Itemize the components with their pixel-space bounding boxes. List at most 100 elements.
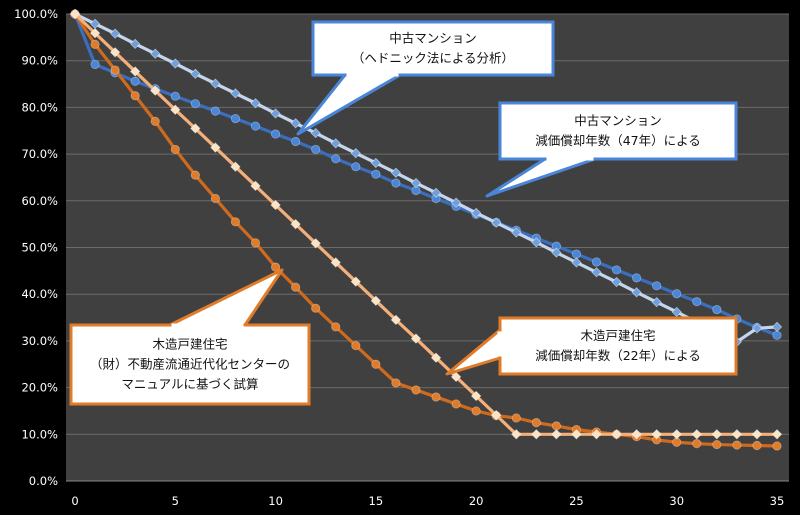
data-point-mansion_hedonic [291, 136, 301, 147]
data-point-mansion_hedonic [250, 121, 261, 131]
y-tick-label: 40.0% [21, 287, 58, 301]
data-point-wood_depreciation [89, 27, 101, 39]
y-tick-label: 20.0% [21, 381, 58, 395]
callout-text: 減価償却年数（47年）による [535, 133, 701, 148]
data-point-wood_depreciation [170, 104, 181, 115]
data-point-wood_depreciation [691, 429, 702, 440]
data-point-wood_depreciation [711, 429, 722, 440]
data-point-mansion_depreciation [470, 207, 482, 219]
data-point-wood_survey [170, 144, 180, 155]
data-point-mansion_depreciation [651, 296, 662, 308]
data-point-mansion_depreciation [551, 247, 562, 258]
data-point-mansion_hedonic [210, 106, 220, 116]
data-point-wood_survey [752, 440, 762, 451]
y-tick-label: 30.0% [21, 334, 58, 348]
data-point-wood_depreciation [571, 429, 582, 440]
data-point-mansion_depreciation [290, 118, 301, 129]
data-point-mansion_depreciation [370, 157, 382, 169]
data-point-wood_survey [391, 378, 401, 388]
x-tick-label: 30 [669, 494, 684, 508]
data-point-mansion_depreciation [491, 217, 502, 228]
data-point-mansion_depreciation [390, 167, 402, 178]
data-point-wood_depreciation [591, 429, 602, 440]
data-point-wood_survey [692, 439, 702, 449]
data-point-wood_survey [230, 217, 241, 227]
data-point-wood_depreciation [109, 47, 121, 58]
data-point-mansion_hedonic [391, 178, 401, 188]
y-tick-label: 90.0% [21, 54, 58, 68]
data-point-wood_survey [331, 322, 341, 332]
data-point-wood_depreciation [390, 314, 402, 326]
data-point-mansion_hedonic [90, 59, 100, 70]
data-point-wood_survey [451, 399, 461, 409]
y-tick-label: 50.0% [21, 241, 58, 255]
x-tick-label: 10 [268, 494, 283, 508]
data-point-wood_survey [311, 303, 321, 313]
data-point-wood_depreciation [531, 429, 542, 440]
callout-box-mansion_hedonic_note [311, 20, 555, 77]
x-tick-label: 15 [369, 494, 384, 508]
x-tick-label: 20 [469, 494, 484, 508]
callout-seam [346, 72, 399, 77]
callout-text: 木造戸建住宅 [580, 328, 655, 343]
data-point-mansion_hedonic [692, 297, 702, 307]
data-point-wood_survey [210, 193, 220, 204]
data-point-wood_survey [250, 238, 261, 248]
data-point-mansion_hedonic [672, 289, 682, 299]
data-point-wood_survey [772, 441, 782, 451]
x-tick-label: 5 [172, 494, 179, 508]
callout-text: 木造戸建住宅 [152, 337, 227, 352]
callout-text: 中古マンション [389, 31, 477, 46]
data-point-wood_survey [110, 65, 120, 75]
data-point-wood_survey [150, 116, 160, 127]
data-point-mansion_hedonic [351, 162, 361, 172]
data-point-mansion_depreciation [310, 127, 321, 139]
data-point-mansion_depreciation [511, 227, 522, 238]
data-point-mansion_hedonic [230, 114, 241, 124]
data-point-mansion_depreciation [531, 237, 542, 248]
data-point-mansion_depreciation [571, 257, 582, 268]
data-point-wood_depreciation [511, 429, 522, 440]
data-point-wood_survey [130, 91, 140, 101]
data-point-wood_survey [351, 340, 361, 351]
data-point-wood_depreciation [290, 218, 301, 230]
data-point-mansion_hedonic [652, 281, 662, 291]
data-point-mansion_hedonic [270, 129, 281, 139]
data-point-wood_depreciation [491, 409, 502, 421]
data-point-wood_survey [511, 413, 521, 423]
data-point-mansion_depreciation [170, 58, 181, 69]
data-point-wood_depreciation [771, 429, 783, 440]
data-point-wood_survey [371, 359, 381, 369]
data-point-mansion_depreciation [410, 177, 422, 189]
data-point-wood_survey [732, 440, 742, 450]
data-point-wood_survey [431, 392, 441, 402]
data-point-mansion_hedonic [772, 330, 782, 340]
callout-text: （財）不動産流通近代化センターの [90, 357, 290, 372]
data-point-wood_survey [551, 421, 561, 431]
data-point-mansion_depreciation [130, 38, 141, 50]
data-point-mansion_hedonic [571, 249, 582, 259]
y-tick-label: 10.0% [21, 427, 58, 441]
data-point-mansion_depreciation [450, 197, 462, 208]
callout-seam [546, 156, 594, 161]
callout-text: 中古マンション [574, 113, 662, 128]
data-point-mansion_hedonic [591, 257, 602, 267]
data-point-mansion_depreciation [190, 68, 201, 79]
data-point-mansion_hedonic [611, 265, 622, 275]
data-point-wood_depreciation [330, 257, 341, 268]
data-point-wood_survey [411, 385, 421, 395]
data-point-mansion_hedonic [190, 99, 200, 109]
data-point-wood_survey [712, 439, 722, 450]
data-point-wood_depreciation [270, 199, 281, 211]
callout-seam [497, 331, 502, 357]
data-point-mansion_depreciation [150, 48, 161, 59]
data-point-mansion_hedonic [170, 91, 180, 101]
data-point-mansion_depreciation [350, 148, 361, 159]
data-point-wood_depreciation [731, 429, 743, 440]
data-point-wood_survey [90, 39, 100, 49]
data-point-mansion_hedonic [311, 144, 321, 155]
data-point-mansion_depreciation [591, 267, 602, 278]
data-point-mansion_depreciation [330, 138, 341, 149]
